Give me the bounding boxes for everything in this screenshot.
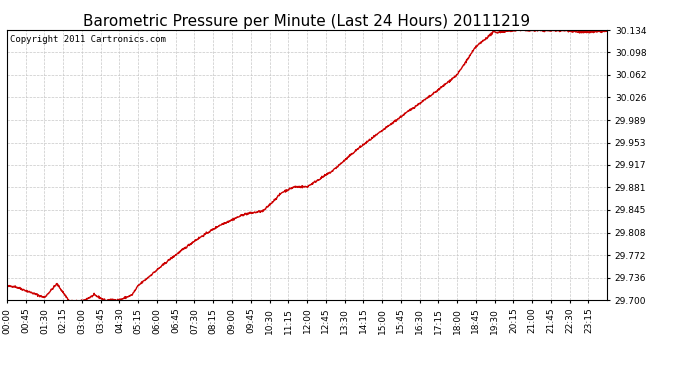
Text: Copyright 2011 Cartronics.com: Copyright 2011 Cartronics.com xyxy=(10,35,166,44)
Title: Barometric Pressure per Minute (Last 24 Hours) 20111219: Barometric Pressure per Minute (Last 24 … xyxy=(83,14,531,29)
